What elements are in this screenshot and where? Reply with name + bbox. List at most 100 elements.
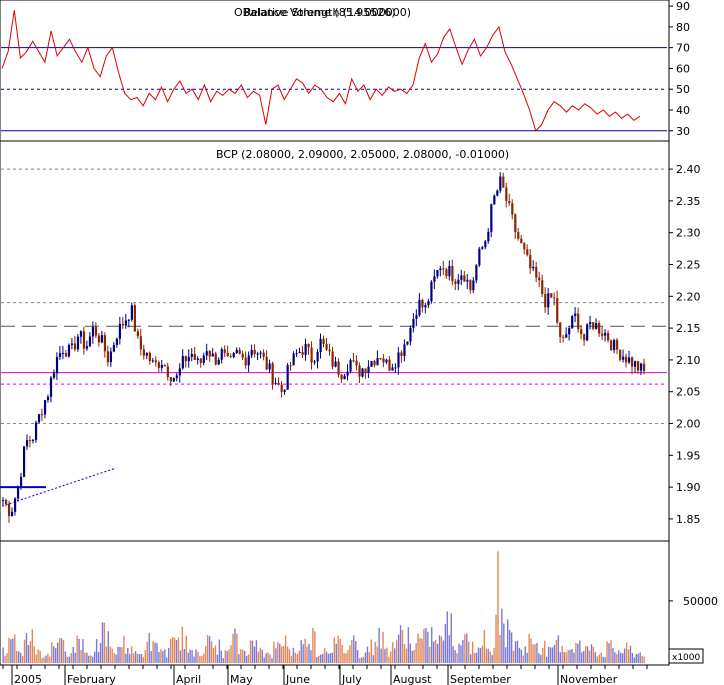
volume-bar bbox=[99, 643, 102, 663]
volume-bar bbox=[635, 653, 638, 663]
volume-bar bbox=[17, 651, 20, 663]
volume-bar bbox=[448, 635, 450, 663]
volume-bar bbox=[33, 646, 35, 663]
volume-bar bbox=[329, 653, 332, 663]
price-candle bbox=[229, 356, 232, 358]
volume-bar bbox=[142, 656, 145, 663]
price-candle bbox=[223, 349, 226, 353]
volume-bar bbox=[559, 652, 562, 663]
rsi-panel-frame bbox=[0, 0, 670, 142]
volume-bar bbox=[495, 614, 497, 663]
volume-bar bbox=[146, 641, 148, 663]
month-label: 2005 bbox=[14, 673, 42, 685]
volume-bar bbox=[471, 641, 474, 663]
price-candle bbox=[289, 365, 292, 367]
price-candle bbox=[490, 204, 493, 232]
volume-bar bbox=[586, 646, 589, 663]
volume-bar bbox=[181, 626, 184, 663]
rsi-layer: 30 40 50 60 70 80 90 bbox=[1, 0, 690, 138]
price-candle bbox=[55, 357, 59, 374]
volume-bar bbox=[203, 653, 205, 663]
volume-bar bbox=[584, 646, 587, 663]
volume-bar bbox=[308, 643, 310, 663]
volume-bar bbox=[507, 619, 509, 663]
volume-bar bbox=[319, 654, 322, 663]
volume-bar bbox=[452, 646, 454, 663]
price-candle bbox=[76, 336, 80, 350]
volume-bar bbox=[189, 649, 191, 663]
volume-bar bbox=[323, 648, 326, 663]
volume-bar bbox=[222, 658, 224, 663]
price-candle bbox=[589, 322, 592, 325]
volume-bar bbox=[516, 640, 519, 663]
volume-bar bbox=[265, 653, 267, 663]
volume-bar bbox=[134, 651, 137, 663]
price-candle bbox=[571, 316, 574, 329]
volume-bar bbox=[70, 653, 72, 663]
volume-bar bbox=[639, 652, 641, 663]
price-candle bbox=[349, 360, 352, 372]
price-candle bbox=[103, 335, 107, 352]
volume-bar bbox=[530, 638, 532, 663]
price-candle bbox=[307, 344, 310, 348]
price-tick-label: 1.90 bbox=[676, 481, 701, 494]
price-candle bbox=[67, 344, 71, 357]
volume-bar bbox=[454, 650, 456, 663]
price-candle bbox=[262, 352, 265, 357]
price-candle bbox=[151, 360, 154, 362]
volume-bar bbox=[253, 646, 256, 663]
price-candle bbox=[424, 305, 427, 308]
price-candle bbox=[406, 341, 409, 345]
price-candle bbox=[616, 340, 619, 350]
volume-bar bbox=[242, 649, 244, 663]
price-candle bbox=[184, 355, 187, 362]
volume-bar bbox=[349, 645, 351, 663]
volume-bar bbox=[347, 649, 349, 663]
volume-bar bbox=[384, 648, 386, 663]
price-candle bbox=[70, 343, 74, 345]
volume-bar bbox=[201, 655, 203, 663]
volume-bar bbox=[549, 647, 552, 663]
volume-tick-label: 50000 bbox=[683, 595, 718, 608]
volume-bar bbox=[19, 652, 22, 663]
volume-bar bbox=[187, 652, 189, 663]
price-candle bbox=[559, 322, 562, 338]
volume-bar bbox=[16, 650, 18, 663]
price-candle bbox=[322, 338, 325, 345]
volume-bar bbox=[368, 652, 371, 663]
volume-bar bbox=[592, 646, 595, 663]
price-candle bbox=[637, 361, 640, 371]
volume-bar bbox=[409, 643, 412, 663]
volume-bar bbox=[575, 643, 577, 663]
volume-bar bbox=[440, 636, 443, 663]
volume-bar bbox=[358, 658, 361, 663]
volume-bar bbox=[27, 645, 30, 663]
volume-bar bbox=[458, 643, 460, 663]
volume-bar bbox=[497, 551, 499, 663]
volume-bar bbox=[80, 650, 82, 663]
volume-bar bbox=[487, 648, 489, 663]
price-candle bbox=[466, 280, 469, 282]
price-candle bbox=[268, 363, 271, 370]
volume-bar bbox=[212, 648, 215, 663]
price-candle bbox=[124, 320, 128, 326]
volume-bar bbox=[604, 657, 606, 663]
price-candle bbox=[610, 340, 613, 351]
price-candle bbox=[640, 363, 643, 371]
volume-bar bbox=[641, 656, 643, 663]
price-tick-label: 2.40 bbox=[676, 163, 701, 176]
volume-bar bbox=[351, 640, 353, 663]
volume-bar bbox=[12, 638, 14, 663]
volume-bar bbox=[35, 654, 37, 663]
volume-bar bbox=[633, 657, 636, 663]
price-panel-frame bbox=[0, 140, 670, 542]
month-label: August bbox=[393, 673, 432, 685]
price-candle bbox=[478, 248, 481, 266]
volume-bar bbox=[366, 646, 369, 663]
volume-bar bbox=[105, 646, 108, 663]
price-candle bbox=[130, 305, 133, 320]
volume-bar bbox=[269, 654, 271, 663]
price-candle bbox=[163, 364, 166, 367]
volume-bar bbox=[47, 653, 49, 663]
volume-bar bbox=[273, 641, 275, 663]
